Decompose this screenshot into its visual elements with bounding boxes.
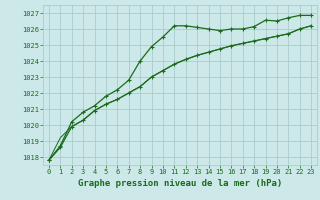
X-axis label: Graphe pression niveau de la mer (hPa): Graphe pression niveau de la mer (hPa) — [78, 179, 282, 188]
